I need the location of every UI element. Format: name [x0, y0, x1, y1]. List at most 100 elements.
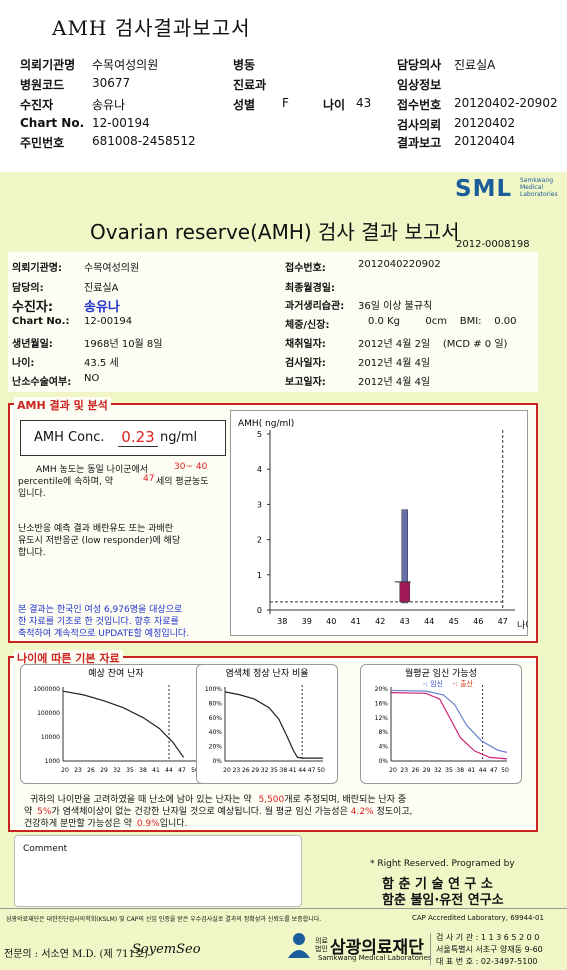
foundation-tag: 의료법인	[315, 937, 328, 953]
top-sheet: AMH 검사결과보고서 의뢰기관명 수목여성의원 병원코드 30677 수진자 …	[0, 0, 567, 172]
info-value: 2012040220902	[358, 259, 441, 270]
analysis-text: AMH 농도는 동일 나이군에서	[36, 465, 149, 475]
x-tick-label: 47	[178, 767, 186, 774]
header-value: 20120402	[454, 116, 516, 130]
percentile-range: 30~ 40	[174, 462, 208, 472]
header-label: 접수번호	[397, 98, 442, 112]
info-value: 2012년 4월 4일	[358, 377, 431, 388]
x-tick-label: 29	[423, 767, 431, 774]
info-value: 2012년 4월 4일	[358, 358, 431, 369]
x-tick-label: 47	[308, 767, 316, 774]
header-label: 나이	[323, 98, 346, 112]
header-label: 진료과	[233, 78, 267, 92]
specialist-name: 전문의 : 서소연 M.D. (제 711호)	[4, 949, 149, 960]
amh-conc-value: 0.23	[118, 428, 158, 447]
org-name: 함춘 불임·유전 연구소	[382, 893, 504, 908]
sml-logo: SML	[455, 176, 513, 202]
sml-logo-subtitle: Samkwang Medical Laboratories	[520, 177, 558, 198]
y-tick-label: 0%	[378, 758, 388, 765]
x-tick-label: 44	[165, 767, 173, 774]
y-tick-label: 1000	[45, 758, 60, 765]
y-tick-label: 12%	[375, 715, 389, 722]
y-tick-label: 4%	[378, 744, 388, 751]
mini-chart-title: 예상 잔여 난자	[88, 667, 144, 679]
x-tick-label: 47	[498, 617, 508, 626]
y-tick-label: 20%	[209, 744, 223, 751]
x-tick-label: 29	[100, 767, 108, 774]
info-label: 의뢰기관명:	[12, 263, 62, 274]
x-tick-label: 38	[139, 767, 147, 774]
x-tick-label: 44	[479, 767, 487, 774]
info-label: 담당의:	[12, 283, 44, 294]
org-name: 함 춘 기 술 연 구 소	[382, 877, 493, 892]
patient-name: 송유나	[84, 300, 120, 315]
x-tick-label: 38	[280, 767, 288, 774]
mini-chart-title: 월평균 임신 가능성	[405, 667, 477, 679]
x-tick-label: 32	[434, 767, 442, 774]
equivalent-age: 47	[143, 474, 155, 484]
section-label: AMH 결과 및 분석	[14, 397, 111, 413]
x-tick-label: 40	[326, 617, 336, 626]
x-tick-label: 32	[261, 767, 269, 774]
legend-pregnancy: -: 임신	[423, 679, 443, 688]
info-label: 체중/신장:	[285, 320, 330, 331]
header-value: 송유나	[92, 98, 126, 112]
y-tick-label: 80%	[209, 700, 223, 707]
x-tick-label: 38	[277, 617, 287, 626]
footer-divider	[0, 908, 567, 909]
header-label: 성별	[233, 98, 256, 112]
info-label: 수진자:	[12, 300, 54, 315]
page-title: AMH 검사결과보고서	[52, 16, 251, 40]
y-tick-label: 100000	[37, 710, 60, 717]
info-label: 최종월경일:	[285, 283, 335, 294]
x-tick-label: 46	[473, 617, 483, 626]
info-value: NO	[84, 373, 100, 384]
x-tick-label: 39	[302, 617, 312, 626]
patient-info-panel	[8, 252, 538, 392]
y-tick-label: 1	[257, 571, 262, 580]
header-label: 임상정보	[397, 78, 442, 92]
info-value: 12-00194	[84, 316, 133, 327]
analysis-text: 유도시 저반응군 (low responder)에 해당	[18, 536, 181, 546]
info-label: 검사일자:	[285, 358, 326, 369]
x-tick-label: 35	[270, 767, 278, 774]
x-tick-label: 23	[74, 767, 82, 774]
x-axis-label: 나이	[517, 620, 528, 631]
header-label: 병원코드	[20, 78, 65, 92]
header-label: 병동	[233, 58, 256, 72]
header-value: 수목여성의원	[92, 58, 159, 72]
x-tick-label: 41	[351, 617, 361, 626]
analysis-text: 세의 평균농도	[156, 477, 209, 487]
x-tick-label: 26	[87, 767, 95, 774]
y-tick-label: 0	[257, 606, 262, 615]
foundation-english: Samkwang Medical Laboratories	[318, 954, 432, 962]
header-label: Chart No.	[20, 116, 85, 130]
info-label: 채취일자:	[285, 339, 326, 350]
y-tick-label: 8%	[378, 729, 388, 736]
address-line: 서울특별시 서초구 양재동 9-60	[436, 945, 543, 954]
amh-conc-box	[20, 420, 226, 456]
x-tick-label: 20	[389, 767, 397, 774]
analysis-text: percentile에 속하며, 약	[18, 477, 113, 487]
signature: SoyemSeo	[132, 942, 201, 957]
x-tick-label: 26	[242, 767, 250, 774]
birth-curve	[390, 692, 508, 760]
header-value: F	[282, 96, 289, 110]
y-tick-label: 40%	[209, 729, 223, 736]
certification-text: 삼광의료재단은 대한진단검사의학회(KSLM) 및 CAP의 신임 인증을 받은…	[6, 916, 322, 923]
y-tick-label: 16%	[375, 700, 389, 707]
header-label: 주민번호	[20, 136, 65, 150]
x-tick-label: 26	[412, 767, 420, 774]
comment-box: Comment	[14, 835, 302, 907]
info-label: 과거생리습관:	[285, 301, 345, 312]
pregnancy-curve	[390, 689, 508, 753]
header-value: 30677	[92, 76, 131, 90]
footer-separator	[430, 933, 431, 965]
info-value: 43.5 세	[84, 358, 119, 369]
x-tick-label: 38	[456, 767, 464, 774]
x-tick-label: 45	[449, 617, 459, 626]
info-value: 진료실A	[84, 283, 119, 294]
header-value: 진료실A	[454, 58, 496, 72]
comment-label: Comment	[23, 844, 68, 854]
